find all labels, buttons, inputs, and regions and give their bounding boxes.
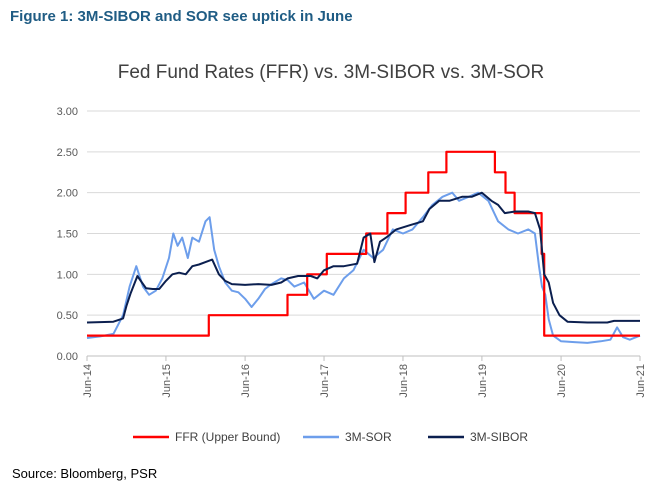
- x-tick-label: Jun-19: [477, 364, 489, 398]
- legend: FFR (Upper Bound) 3M-SOR 3M-SIBOR: [133, 430, 528, 444]
- legend-label: FFR (Upper Bound): [175, 430, 280, 444]
- x-tick-label: Jun-14: [82, 364, 94, 398]
- series-line-2: [86, 191, 640, 324]
- series-line-1: [86, 191, 641, 344]
- series-lines: [86, 150, 641, 344]
- figure-title: Figure 1: 3M-SIBOR and SOR see uptick in…: [10, 8, 353, 25]
- y-tick-label: 0.50: [57, 310, 78, 322]
- x-tick-label: Jun-17: [319, 364, 331, 398]
- source-note: Source: Bloomberg, PSR: [12, 466, 158, 481]
- y-tick-label: 1.00: [57, 269, 78, 281]
- y-axis: 0.00 0.50 1.00 1.50 2.00 2.50 3.00: [57, 106, 78, 363]
- chart-title: Fed Fund Rates (FFR) vs. 3M-SIBOR vs. 3M…: [118, 62, 545, 83]
- y-tick-label: 1.50: [57, 229, 78, 241]
- legend-label: 3M-SIBOR: [470, 430, 528, 444]
- y-tick-label: 0.00: [57, 351, 78, 363]
- series-line-0: [87, 150, 640, 337]
- x-axis: Jun-14 Jun-15 Jun-16 Jun-17 Jun-18 Jun-19 Jun-…: [82, 356, 647, 398]
- y-tick-label: 2.50: [57, 147, 78, 159]
- x-tick-label: Jun-20: [556, 364, 568, 398]
- x-tick-label: Jun-18: [398, 364, 410, 398]
- y-tick-label: 2.00: [57, 188, 78, 200]
- gridlines: [87, 110, 640, 357]
- y-tick-label: 3.00: [57, 106, 78, 118]
- line-chart: Fed Fund Rates (FFR) vs. 3M-SIBOR vs. 3M…: [57, 62, 647, 444]
- legend-label: 3M-SOR: [345, 430, 392, 444]
- x-tick-label: Jun-15: [161, 364, 173, 398]
- x-tick-label: Jun-16: [240, 364, 252, 398]
- x-tick-label: Jun-21: [635, 364, 647, 398]
